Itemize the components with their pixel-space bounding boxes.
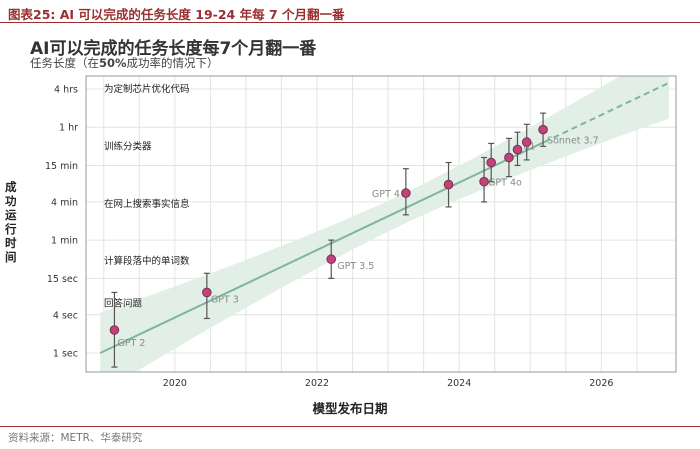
task-annotation: 训练分类器 <box>104 140 152 152</box>
trend-line <box>99 81 670 354</box>
task-annotation: 回答问题 <box>104 298 143 310</box>
point-label: o1 <box>523 142 535 153</box>
y-tick-label: 4 sec <box>53 310 78 321</box>
point-label: Sonnet 3.7 <box>547 136 599 147</box>
x-axis-label: 模型发布日期 <box>312 401 388 416</box>
data-point: o1 <box>512 131 535 167</box>
x-tick-label: 2020 <box>163 378 187 389</box>
x-tick-label: 2026 <box>589 378 613 389</box>
point-marker <box>443 179 454 190</box>
task-annotation: 在网上搜索事实信息 <box>104 198 190 210</box>
point-marker <box>486 157 496 168</box>
y-tick-label: 4 hrs <box>54 85 78 96</box>
point-label: GPT 3.5 <box>337 261 374 272</box>
data-point <box>504 137 514 178</box>
data-point <box>521 123 532 161</box>
caption-rule <box>0 22 700 23</box>
point-marker <box>538 124 548 135</box>
point-marker <box>521 137 532 147</box>
data-point: GPT 4 <box>372 168 411 216</box>
subtitle-bold: 50% <box>99 56 127 70</box>
task-annotation: 计算段落中的单词数 <box>104 255 190 267</box>
plot-frame <box>85 75 677 373</box>
point-label: GPT 4o <box>488 178 522 189</box>
x-tick-label: 2024 <box>447 378 471 389</box>
y-axis-label: 成功运行时间 <box>5 180 17 264</box>
subtitle-prefix: 任务长度（在 <box>30 56 99 70</box>
y-tick-label: 1 min <box>51 236 78 247</box>
point-label: GPT 4 <box>372 189 400 200</box>
point-marker <box>202 287 212 298</box>
trend-line-solid <box>99 141 545 354</box>
data-point: GPT 3.5 <box>326 239 374 279</box>
point-marker <box>326 254 337 265</box>
y-tick-label: 15 min <box>45 161 78 172</box>
figure-caption: 图表25: AI 可以完成的任务长度 19-24 年每 7 个月翻一番 <box>8 7 345 22</box>
data-point: GPT 3 <box>202 272 239 320</box>
point-label: GPT 2 <box>117 338 145 349</box>
subtitle-suffix: 成功率的情况下） <box>126 56 219 70</box>
data-point: GPT 4o <box>479 156 522 203</box>
chart-subtitle: 任务长度（在50%成功率的情况下） <box>30 55 219 71</box>
data-point <box>443 161 454 208</box>
trend-line-dashed <box>544 81 670 143</box>
y-tick-label: 15 sec <box>47 274 78 285</box>
point-marker <box>109 325 120 335</box>
source-note: 资料来源：METR、华泰研究 <box>8 432 143 444</box>
point-marker <box>512 144 523 155</box>
data-point: GPT 2 <box>109 291 145 368</box>
point-label: GPT 3 <box>211 294 239 305</box>
data-point: Sonnet 3.7 <box>538 112 599 147</box>
x-tick-label: 2022 <box>305 378 329 389</box>
data-point <box>486 142 496 183</box>
y-tick-label: 1 sec <box>53 349 78 360</box>
point-marker <box>401 188 411 198</box>
y-tick-label: 1 hr <box>59 123 78 134</box>
axes: 1 sec 4 sec 15 sec 1 min 4 min 15 min 1 hr 4 hr… <box>45 75 677 389</box>
point-marker <box>504 152 514 163</box>
task-annotation: 为定制芯片优化代码 <box>104 83 190 95</box>
chart-title: AI可以完成的任务长度每7个月翻一番 <box>30 39 317 59</box>
y-tick-label: 4 min <box>51 197 78 208</box>
data-points: GPT 2 GPT 3 GPT 3.5 GPT 4 GPT 4o o1 Sonnet 3.7 <box>109 112 599 368</box>
source-rule <box>0 426 700 427</box>
